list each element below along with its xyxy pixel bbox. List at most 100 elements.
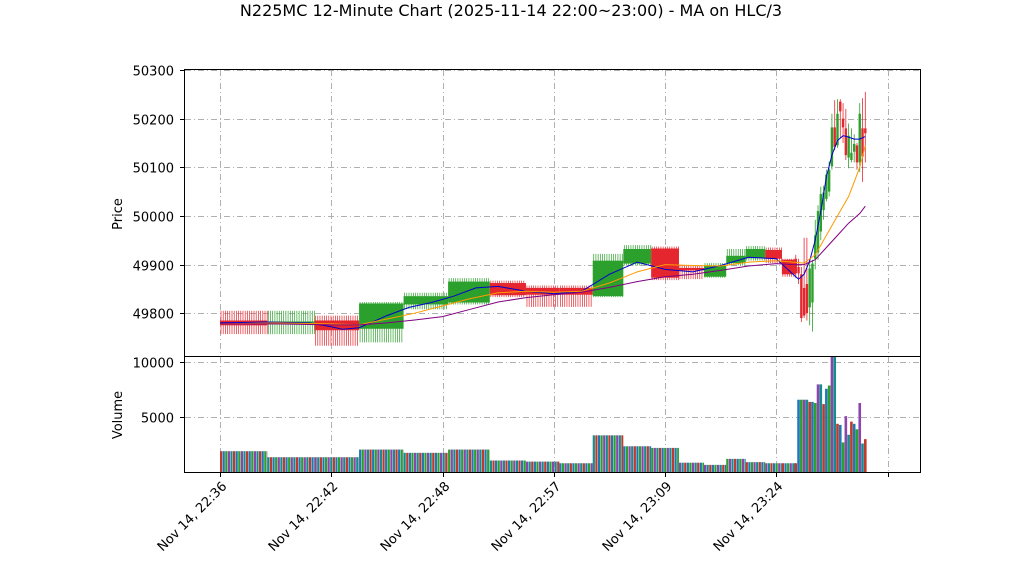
volume-bar: [251, 451, 254, 472]
volume-bar: [455, 449, 459, 472]
candle-body: [830, 127, 834, 167]
volume-bar: [753, 462, 756, 472]
volume-bar: [649, 446, 652, 472]
volume-bar: [544, 461, 547, 472]
candle-body: [745, 248, 766, 259]
candle-body: [797, 266, 800, 274]
volume-bar: [669, 447, 672, 472]
volume-bar: [789, 463, 792, 472]
price-tick-label: 49900: [133, 260, 174, 275]
volume-bar: [797, 399, 800, 472]
candle-body: [861, 128, 864, 157]
volume-bar: [463, 449, 466, 472]
candle-body: [852, 143, 856, 152]
x-tick-label: Nov 14, 22:57: [489, 479, 565, 555]
volume-bar: [847, 434, 850, 472]
volume-bar: [424, 452, 427, 472]
volume-axis-label: Volume: [111, 391, 126, 439]
volume-bar: [595, 435, 598, 472]
volume-bar: [728, 458, 732, 472]
volume-bar: [269, 457, 273, 472]
volume-panel-frame: [184, 356, 921, 473]
volume-bar: [327, 457, 330, 472]
volume-bar: [359, 449, 362, 472]
volume-bar: [533, 461, 536, 472]
price-tick-label: 49800: [133, 308, 174, 323]
volume-bar: [387, 449, 390, 472]
volume-bar: [811, 401, 814, 472]
volume-bar: [303, 457, 306, 472]
volume-bar: [631, 446, 634, 472]
volume-bar: [267, 457, 270, 472]
x-ticks: Nov 14, 22:36 Nov 14, 22:42 Nov 14, 22:48 N…: [155, 472, 889, 555]
volume-bar: [597, 435, 601, 472]
volume-bar: [356, 457, 359, 472]
volume-bar: [745, 462, 748, 472]
volume-bar: [554, 461, 557, 472]
volume-bar: [587, 463, 591, 472]
volume-bar: [437, 452, 440, 472]
volume-bar: [528, 461, 531, 472]
ma-slow-line: [220, 205, 866, 326]
volume-bar: [403, 452, 406, 472]
volume-bar: [481, 449, 485, 472]
volume-bar: [261, 451, 264, 472]
volume-ticks: 5000 10000: [133, 357, 185, 427]
volume-bar: [852, 423, 856, 472]
volume-bar: [827, 385, 831, 472]
volume-bar: [322, 457, 325, 472]
volume-bar: [536, 461, 539, 472]
volume-bar: [350, 457, 354, 472]
volume-bar: [434, 452, 437, 472]
volume-bar: [523, 460, 526, 472]
volume-bar: [518, 460, 521, 472]
volume-bar: [230, 451, 233, 472]
volume-bar: [227, 451, 230, 472]
volume-bar: [390, 449, 393, 472]
volume-bar: [515, 460, 519, 472]
volume-bar: [658, 447, 662, 472]
volume-bar: [787, 463, 790, 472]
volume-bar: [600, 435, 603, 472]
volume-bar: [377, 449, 380, 472]
volume-bar: [290, 457, 293, 472]
volume-bar: [240, 451, 243, 472]
candle-body: [651, 248, 679, 278]
volume-bar: [861, 443, 864, 472]
price-tick-label: 50300: [133, 65, 174, 80]
volume-bar: [816, 384, 820, 472]
volume-bar: [638, 446, 642, 472]
volume-bar: [458, 449, 461, 472]
volume-bar: [489, 460, 493, 472]
volume-bar: [625, 446, 629, 472]
ma-lines: [219, 135, 866, 330]
volume-bar: [802, 399, 806, 472]
volume-bar: [330, 457, 333, 472]
volume-bar: [664, 447, 667, 472]
volume-bar: [497, 460, 500, 472]
volume-bar: [850, 421, 853, 472]
volume-bar: [453, 449, 456, 472]
volume-bar: [461, 449, 464, 472]
volume-bar: [361, 449, 364, 472]
volume-bar: [445, 452, 448, 472]
volume-bar: [400, 449, 403, 472]
volume-bar: [492, 460, 495, 472]
x-tick-label: Nov 14, 22:42: [266, 479, 342, 555]
volume-bar: [711, 464, 714, 472]
candle-body: [822, 192, 825, 211]
volume-bar: [592, 435, 595, 472]
volume-bar: [651, 447, 654, 472]
volume-bar: [577, 463, 580, 472]
volume-bar: [716, 464, 720, 472]
volume-bar: [628, 446, 631, 472]
volume-bar: [479, 449, 482, 472]
volume-bar: [510, 460, 513, 472]
volume-bar: [317, 457, 320, 472]
volume-bar: [697, 462, 700, 472]
volume-bar: [379, 449, 383, 472]
volume-bar: [408, 452, 411, 472]
volume-bar: [508, 460, 511, 472]
volume-bar: [246, 451, 249, 472]
